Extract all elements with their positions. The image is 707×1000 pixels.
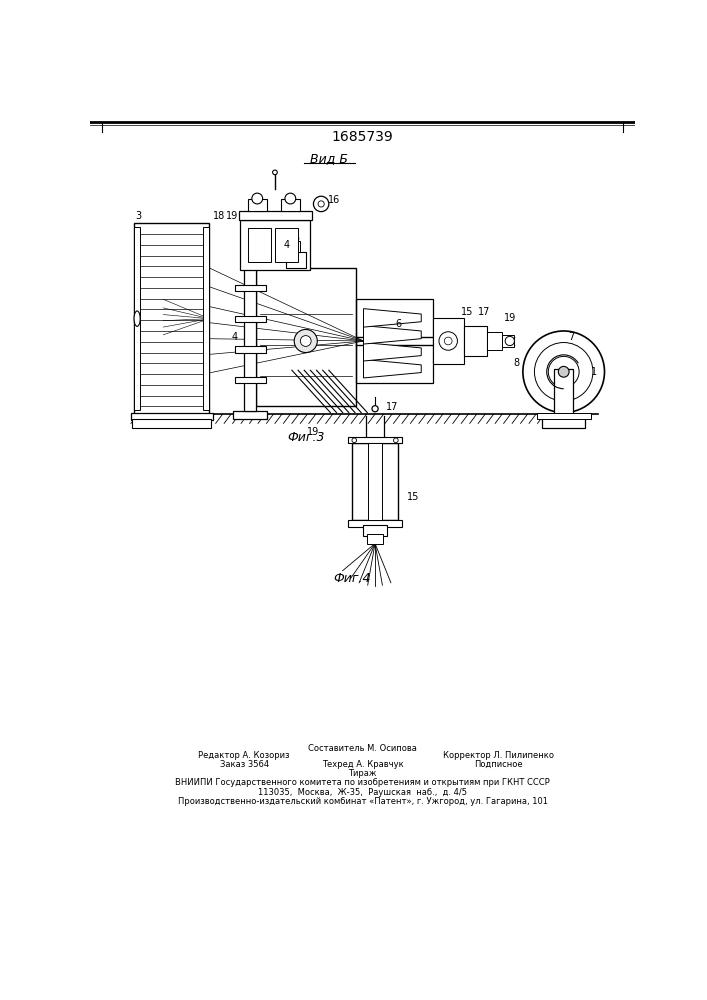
Text: 19: 19 [226, 211, 238, 221]
Text: 8: 8 [513, 358, 519, 368]
Text: 113035,  Москва,  Ж-35,  Раушская  наб.,  д. 4/5: 113035, Москва, Ж-35, Раушская наб., д. … [258, 788, 467, 797]
Text: 17: 17 [478, 307, 491, 317]
Circle shape [285, 193, 296, 204]
Bar [233, 411, 267, 419]
Text: 1: 1 [592, 367, 597, 377]
Text: Редактор А. Козориз: Редактор А. Козориз [199, 751, 290, 760]
Circle shape [352, 438, 356, 443]
Bar [235, 316, 266, 322]
Text: Корректор Л. Пилипенко: Корректор Л. Пилипенко [443, 751, 554, 760]
Polygon shape [363, 343, 421, 361]
Bar [244, 257, 257, 411]
Text: 1685739: 1685739 [332, 130, 394, 144]
Text: Подписное: Подписное [474, 760, 522, 769]
Text: 19: 19 [503, 313, 516, 323]
Bar [486, 332, 502, 350]
Text: Тираж: Тираж [349, 769, 377, 778]
Circle shape [318, 201, 325, 207]
Bar [248, 199, 267, 211]
Bar [554, 369, 573, 419]
Text: Составитель М. Осипова: Составитель М. Осипова [308, 744, 417, 753]
Text: 6: 6 [395, 319, 401, 329]
Polygon shape [363, 359, 421, 378]
Text: Производственно-издательский комбинат «Патент», г. Ужгород, ул. Гагарина, 101: Производственно-издательский комбинат «П… [177, 797, 548, 806]
Circle shape [394, 438, 398, 443]
Bar [537, 413, 590, 419]
Text: 3: 3 [135, 211, 141, 221]
Polygon shape [363, 309, 421, 327]
Circle shape [372, 406, 378, 412]
Bar [239, 211, 312, 220]
Bar [235, 377, 266, 383]
Bar [352, 443, 398, 520]
Bar [433, 318, 464, 364]
Circle shape [559, 366, 569, 377]
Circle shape [523, 331, 604, 413]
Circle shape [506, 336, 515, 346]
Text: 7: 7 [568, 332, 575, 342]
Text: 18: 18 [214, 211, 226, 221]
Bar [368, 534, 382, 544]
Circle shape [273, 170, 277, 175]
Bar [235, 346, 266, 353]
Text: 15: 15 [461, 307, 474, 317]
Circle shape [300, 336, 311, 346]
Circle shape [293, 235, 299, 242]
Circle shape [534, 343, 593, 401]
Bar [363, 525, 387, 536]
Bar [464, 326, 486, 356]
Text: Фиг.4: Фиг.4 [333, 572, 370, 585]
Bar [502, 335, 514, 347]
Text: 17: 17 [386, 402, 398, 412]
Bar [248, 228, 271, 262]
Bar [204, 227, 209, 410]
Text: Заказ 3564: Заказ 3564 [220, 760, 269, 769]
Text: Фиг.3: Фиг.3 [287, 431, 325, 444]
Bar [348, 520, 402, 527]
Circle shape [439, 332, 457, 350]
Text: Вид Б: Вид Б [310, 152, 348, 165]
Bar [356, 299, 433, 383]
Circle shape [549, 356, 579, 387]
Circle shape [313, 196, 329, 212]
Text: ВНИИПИ Государственного комитета по изобретениям и открытиям при ГКНТ СССР: ВНИИПИ Государственного комитета по изоб… [175, 778, 550, 787]
Bar [281, 199, 300, 211]
Bar [368, 443, 382, 520]
Bar [134, 223, 209, 414]
Bar [131, 413, 213, 420]
Bar [132, 419, 211, 428]
Bar [348, 437, 402, 443]
Circle shape [444, 337, 452, 345]
Text: 4: 4 [232, 332, 238, 342]
Text: 4: 4 [284, 240, 290, 250]
Bar [235, 285, 266, 291]
Ellipse shape [134, 311, 140, 326]
Bar [240, 220, 310, 270]
Circle shape [252, 193, 262, 204]
Polygon shape [363, 326, 421, 344]
Text: 15: 15 [407, 492, 420, 502]
Bar [292, 241, 300, 252]
Bar [134, 227, 140, 410]
Circle shape [294, 329, 317, 353]
Bar [542, 417, 585, 428]
Text: 19: 19 [308, 427, 320, 437]
Text: 16: 16 [328, 195, 340, 205]
Bar [275, 228, 298, 262]
Bar [286, 252, 305, 268]
Bar [256, 268, 356, 406]
Text: Техред А. Кравчук: Техред А. Кравчук [322, 760, 404, 769]
